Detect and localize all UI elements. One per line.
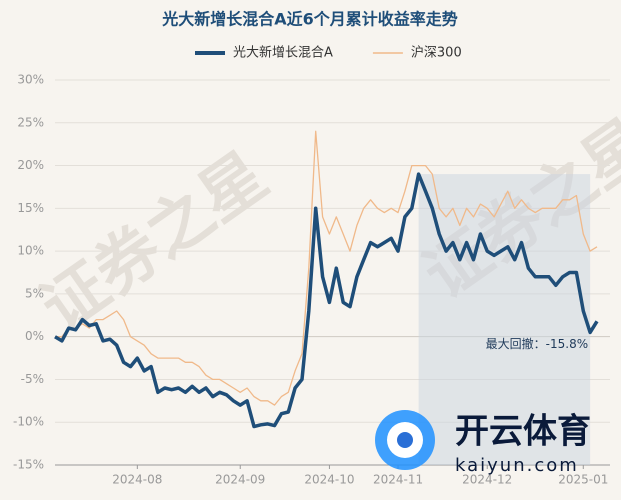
x-tick-label: 2024-10 bbox=[304, 473, 354, 487]
legend-label: 光大新增长混合A bbox=[233, 45, 333, 61]
y-tick-label: 30% bbox=[17, 73, 44, 87]
y-tick-label: -15% bbox=[13, 458, 44, 472]
drawdown-label: 最大回撤：-15.8% bbox=[486, 336, 588, 351]
logo-ball-center bbox=[397, 432, 413, 448]
x-tick-label: 2025-01 bbox=[558, 473, 608, 487]
logo-url: kaiyun.com bbox=[455, 455, 579, 476]
x-tick-label: 2024-09 bbox=[215, 473, 265, 487]
y-tick-label: 0% bbox=[25, 329, 44, 343]
y-tick-label: 25% bbox=[17, 115, 44, 129]
y-tick-label: 10% bbox=[17, 244, 44, 258]
x-tick-label: 2024-11 bbox=[373, 473, 423, 487]
x-tick-label: 2024-12 bbox=[462, 473, 512, 487]
y-tick-label: -5% bbox=[21, 372, 44, 386]
legend-label: 沪深300 bbox=[411, 45, 462, 61]
drawdown-area bbox=[418, 174, 591, 465]
chart-title: 光大新增长混合A近6个月累计收益率走势 bbox=[161, 10, 458, 29]
x-tick-label: 2024-08 bbox=[112, 473, 162, 487]
y-tick-label: 20% bbox=[17, 158, 44, 172]
logo-text: 开云体育 bbox=[455, 412, 591, 452]
y-tick-label: -10% bbox=[13, 415, 44, 429]
plot: -15% -10% -5% 0% 5% 10% 15% 20% 25% 30% 2024-08 202… bbox=[13, 73, 610, 487]
series-line bbox=[54, 172, 599, 429]
y-tick-label: 5% bbox=[25, 286, 44, 300]
series-line bbox=[55, 130, 598, 406]
y-tick-label: 15% bbox=[17, 201, 44, 215]
logo: 开云体育 kaiyun.com bbox=[375, 410, 591, 476]
legend: 光大新增长混合A 沪深300 bbox=[195, 45, 462, 61]
